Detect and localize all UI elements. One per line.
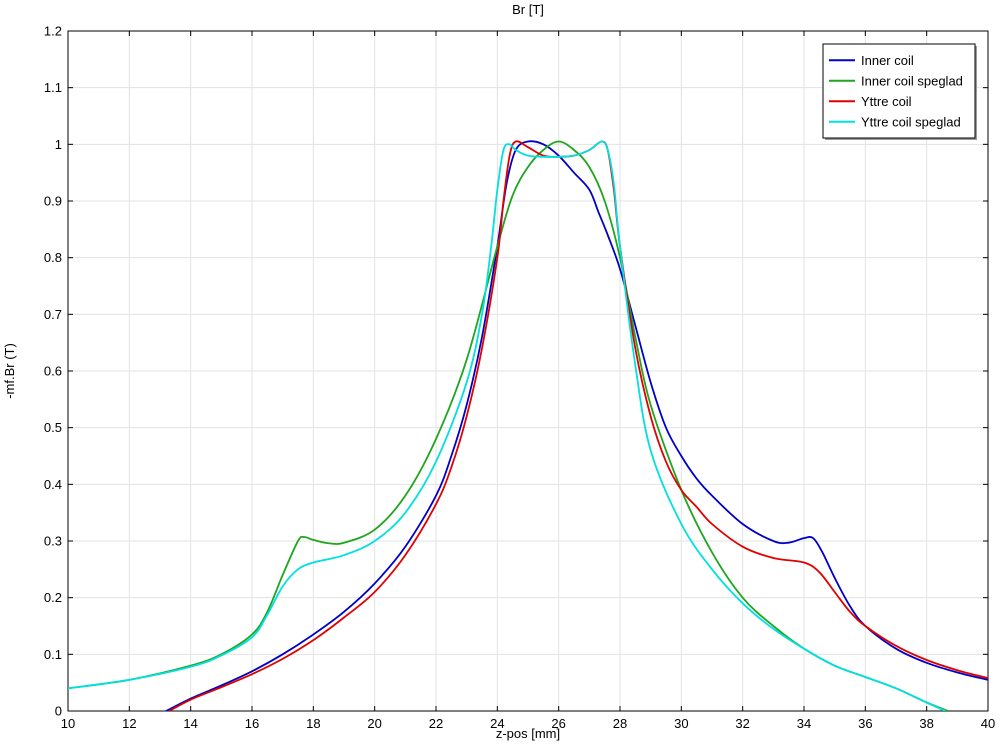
legend-label-1: Inner coil speglad [861, 73, 963, 88]
y-tick-label-8: 0.8 [44, 250, 62, 265]
x-axis-title: z-pos [mm] [496, 726, 560, 741]
series-lines [68, 140, 988, 711]
x-tick-label-4: 18 [306, 716, 320, 731]
x-tick-label-2: 14 [183, 716, 197, 731]
y-tick-label-3: 0.3 [44, 534, 62, 549]
y-tick-label-6: 0.6 [44, 364, 62, 379]
x-tick-label-15: 40 [981, 716, 995, 731]
x-tick-label-14: 38 [919, 716, 933, 731]
axis-ticks: 10 12 14 16 18 20 22 24 26 28 30 32 34 36 38 40 0 0.1 0.2 0… [44, 24, 995, 732]
legend: Inner coil Inner coil speglad Yttre coil Yt… [822, 43, 977, 140]
legend-label-2: Yttre coil [861, 94, 912, 109]
x-tick-label-13: 36 [858, 716, 872, 731]
x-tick-label-9: 28 [613, 716, 627, 731]
y-tick-label-11: 1.1 [44, 80, 62, 95]
y-tick-label-4: 0.4 [44, 477, 62, 492]
legend-label-3: Yttre coil speglad [861, 114, 961, 129]
y-tick-label-10: 1 [55, 137, 62, 152]
y-tick-label-12: 1.2 [44, 24, 62, 39]
y-tick-label-2: 0.2 [44, 590, 62, 605]
y-axis-title: -mf.Br (T) [2, 343, 17, 399]
x-tick-label-0: 10 [61, 716, 75, 731]
x-tick-label-5: 20 [367, 716, 381, 731]
x-tick-label-11: 32 [735, 716, 749, 731]
x-tick-label-3: 16 [245, 716, 259, 731]
y-tick-label-9: 0.9 [44, 194, 62, 209]
x-tick-label-7: 24 [490, 716, 504, 731]
y-tick-label-7: 0.7 [44, 307, 62, 322]
series-line-3 [68, 140, 946, 711]
series-line-0 [165, 140, 988, 711]
x-tick-label-8: 26 [551, 716, 565, 731]
chart-title: Br [T] [512, 2, 544, 17]
series-line-1 [68, 140, 950, 711]
y-tick-label-1: 0.1 [44, 647, 62, 662]
legend-label-0: Inner coil [861, 53, 914, 68]
x-tick-label-12: 34 [797, 716, 811, 731]
x-tick-label-6: 22 [429, 716, 443, 731]
x-tick-label-10: 30 [674, 716, 688, 731]
y-tick-label-0: 0 [55, 704, 62, 719]
x-tick-label-1: 12 [122, 716, 136, 731]
y-tick-label-5: 0.5 [44, 420, 62, 435]
